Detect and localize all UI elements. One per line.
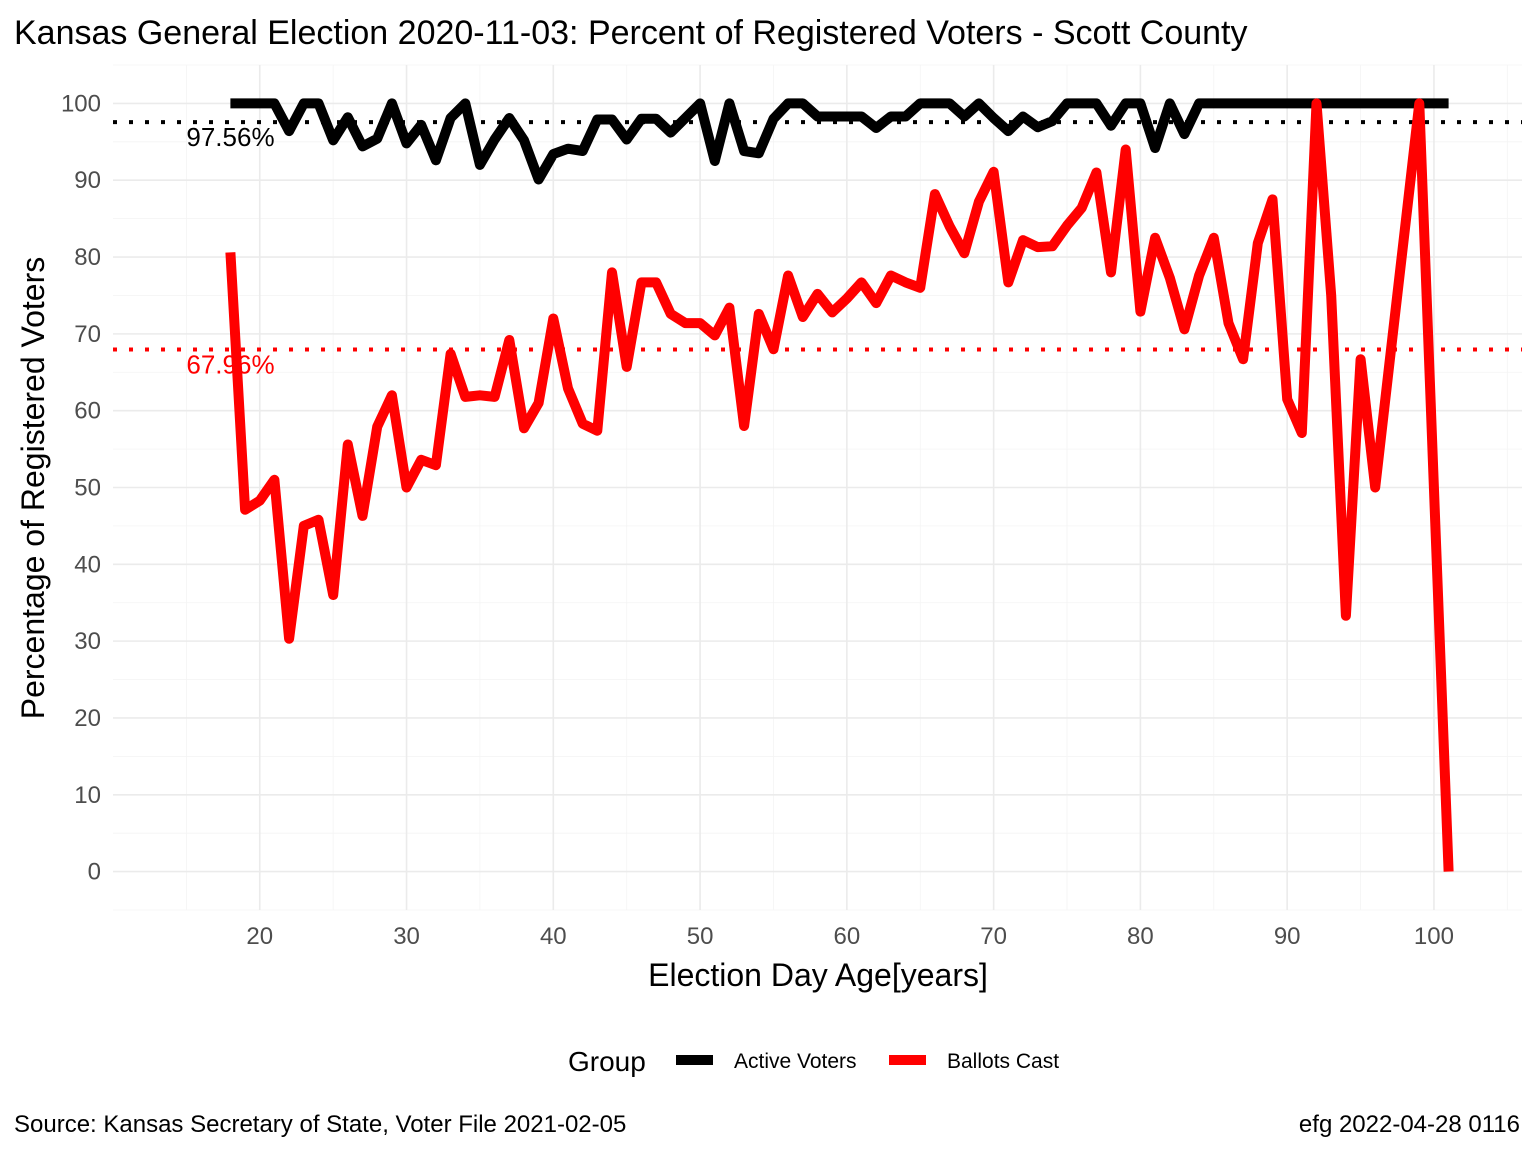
legend-label-active-voters: Active Voters [734, 1050, 857, 1073]
x-tick-label: 60 [834, 923, 861, 950]
legend-key-ballots-cast [889, 1055, 926, 1065]
reference-lines: 97.56% 67.96% [113, 120, 1522, 380]
x-axis-title: Election Day Age[years] [648, 957, 988, 993]
legend: Group Active Voters Ballots Cast [568, 1046, 1059, 1077]
source-caption: Source: Kansas Secretary of State, Voter… [14, 1111, 626, 1138]
y-tick-label: 0 [88, 859, 101, 886]
y-tick-label: 70 [74, 321, 101, 348]
y-tick-label: 80 [74, 244, 101, 271]
y-tick-label: 90 [74, 167, 101, 194]
y-axis-ticks: 0 10 20 30 40 50 60 70 80 90 100 [61, 90, 101, 885]
y-tick-label: 50 [74, 475, 101, 502]
x-tick-label: 70 [980, 923, 1007, 950]
series-lines [225, 98, 1454, 872]
y-tick-label: 100 [61, 90, 101, 117]
credit-caption: efg 2022-04-28 0116 [1299, 1111, 1520, 1138]
legend-label-ballots-cast: Ballots Cast [947, 1050, 1059, 1073]
chart-title: Kansas General Election 2020-11-03: Perc… [14, 14, 1248, 52]
series-line-active-voters [230, 98, 1449, 185]
series-line-ballots-cast [225, 98, 1454, 872]
y-tick-label: 30 [74, 628, 101, 655]
x-tick-label: 20 [246, 923, 273, 950]
legend-title: Group [568, 1046, 646, 1077]
x-tick-label: 40 [540, 923, 567, 950]
x-tick-label: 100 [1414, 923, 1454, 950]
y-tick-label: 40 [74, 551, 101, 578]
y-tick-label: 10 [74, 782, 101, 809]
reference-line-label: 67.96% [186, 350, 274, 380]
reference-line-label: 97.56% [186, 122, 274, 152]
x-tick-label: 30 [393, 923, 420, 950]
legend-key-active-voters [676, 1055, 713, 1065]
x-tick-label: 90 [1274, 923, 1301, 950]
x-tick-label: 80 [1127, 923, 1154, 950]
y-tick-label: 60 [74, 398, 101, 425]
y-axis-title: Percentage of Registered Voters [15, 257, 51, 720]
x-axis-ticks: 20 30 40 50 60 70 80 90 100 [246, 923, 1454, 950]
y-tick-label: 20 [74, 705, 101, 732]
x-tick-label: 50 [687, 923, 714, 950]
